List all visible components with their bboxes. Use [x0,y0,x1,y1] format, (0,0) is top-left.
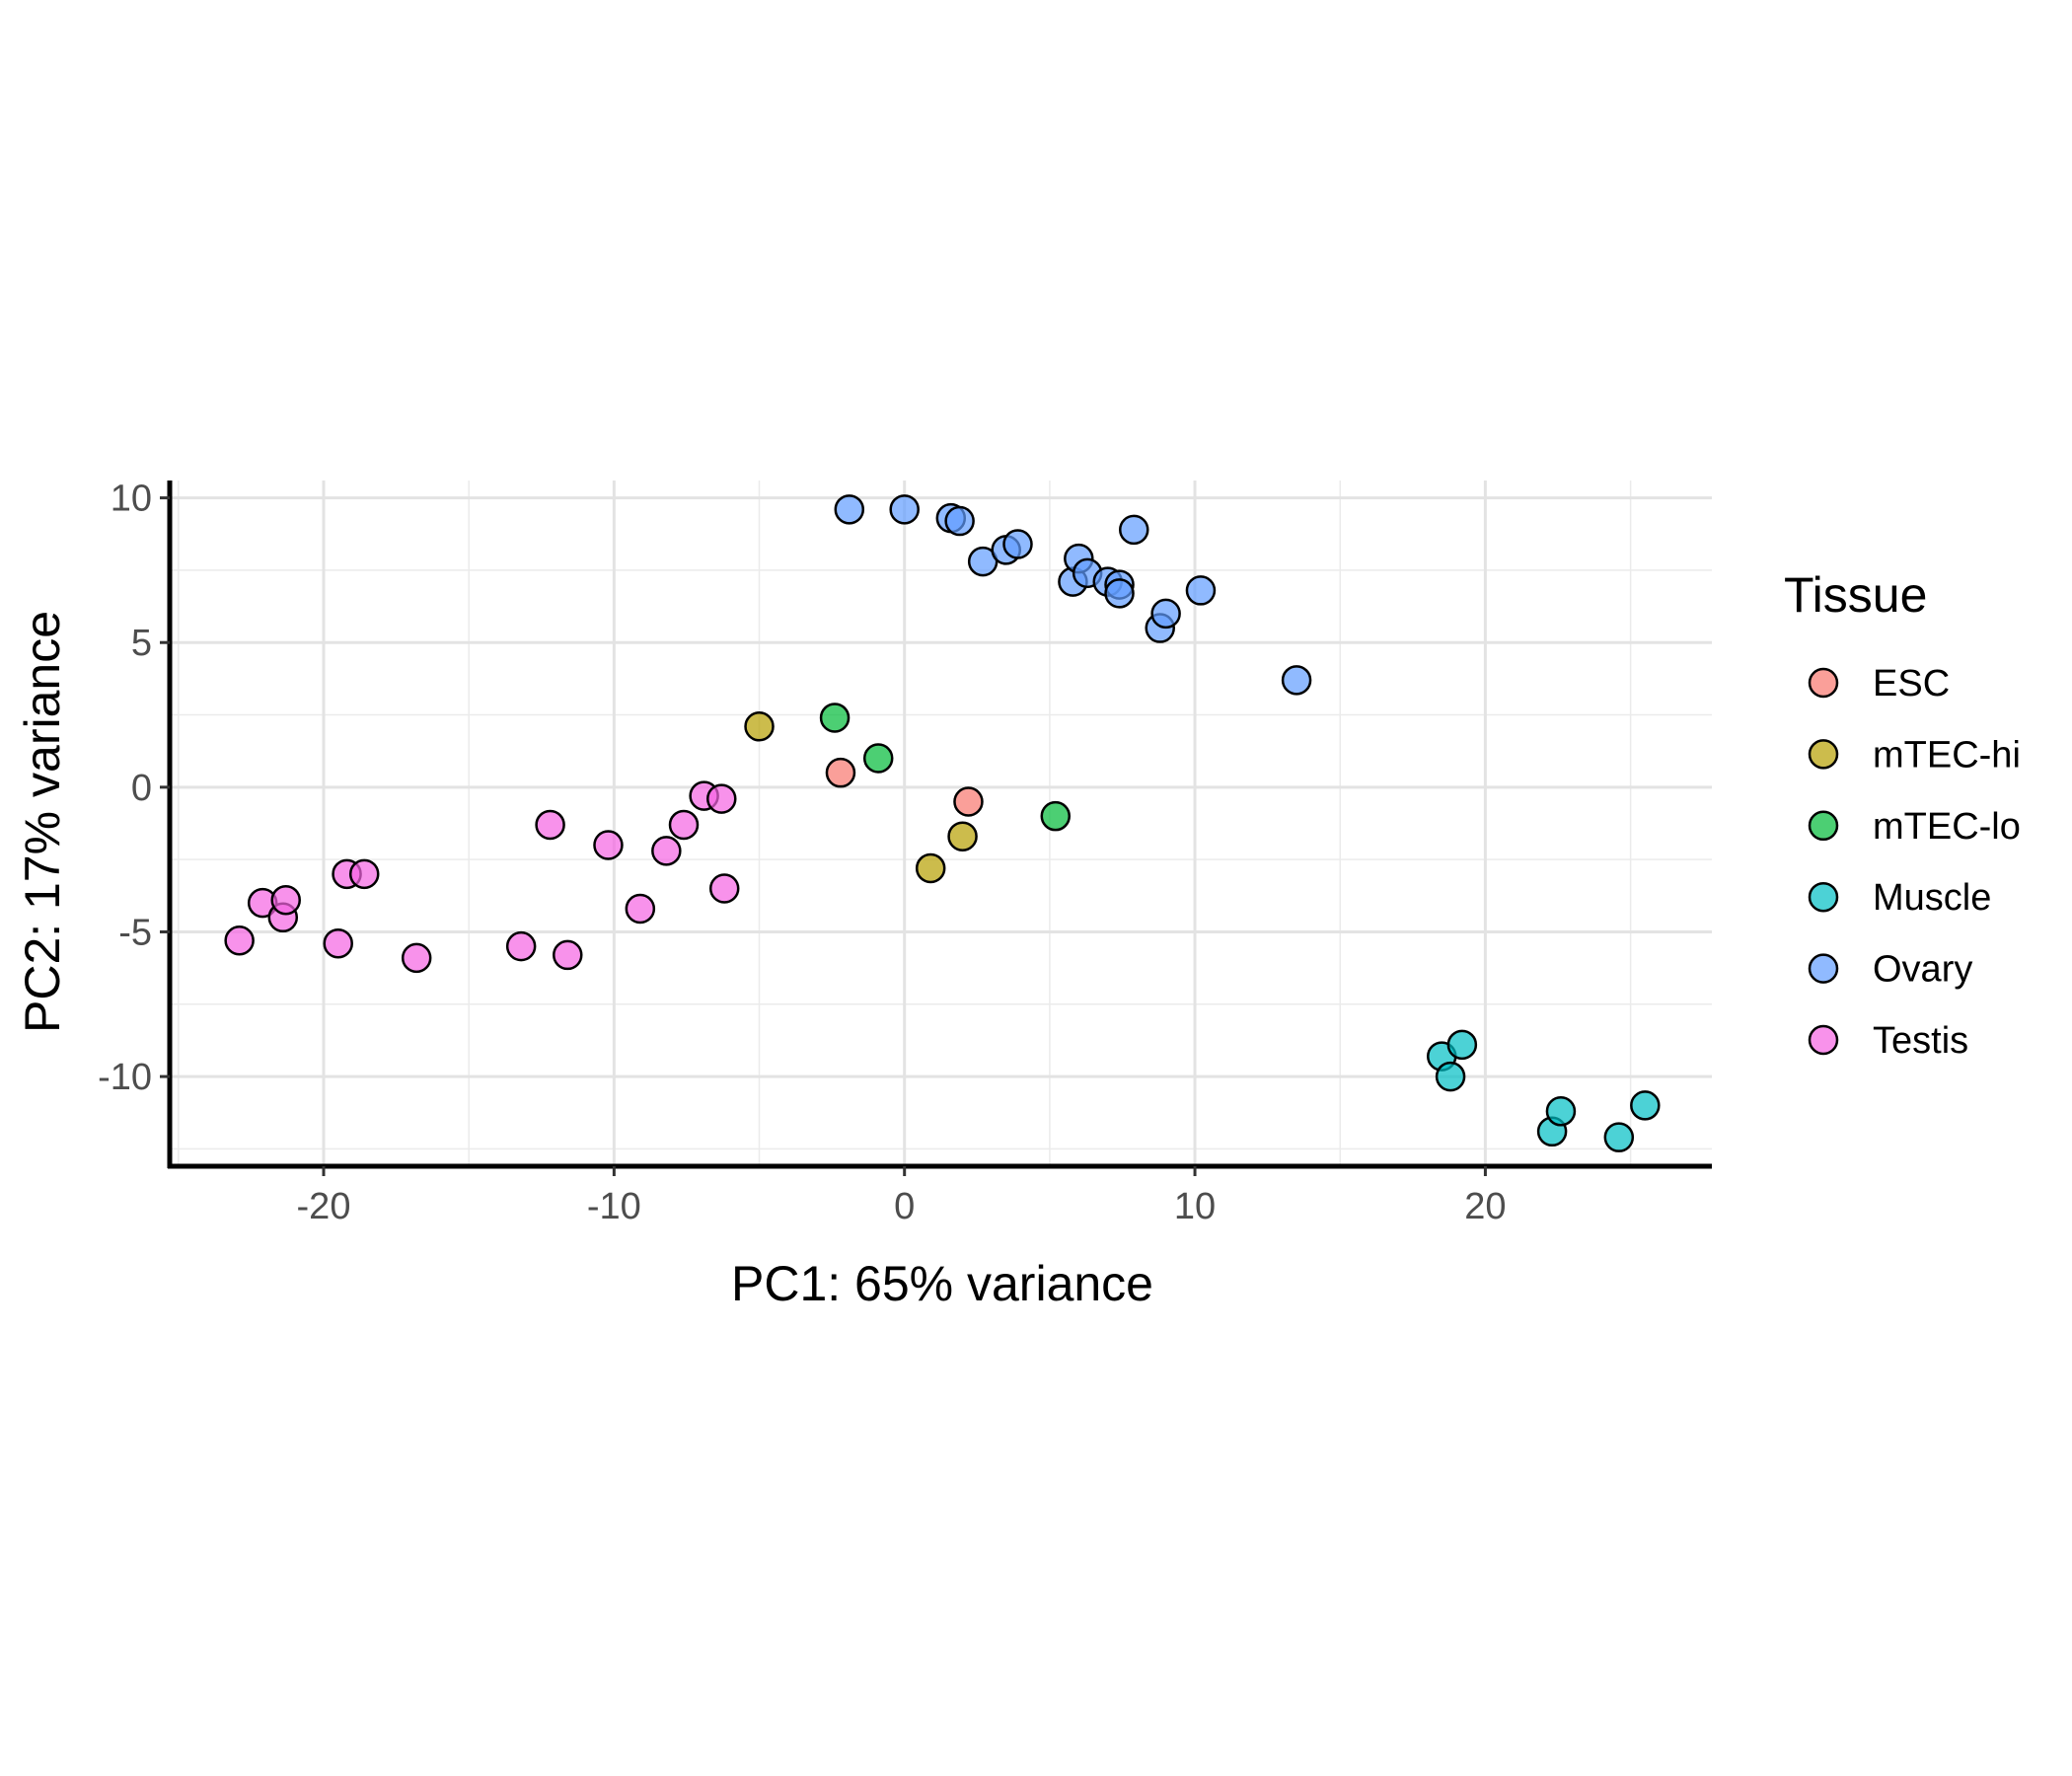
y-tick-label: -10 [98,1057,152,1098]
legend-label-mtec-lo: mTEC-lo [1873,806,2021,848]
data-point-ovary [1104,578,1135,609]
data-point-esc [825,757,856,788]
data-point-mtec-hi [947,821,978,851]
legend-key-esc [1808,667,1839,699]
data-point-testis [553,939,583,971]
data-point-muscle [1545,1096,1577,1127]
data-point-mtec-lo [862,743,894,774]
y-tick-label: -5 [118,912,152,953]
legend-key-muscle [1808,881,1839,913]
x-tick-label: 0 [894,1186,915,1227]
data-point-ovary [1150,598,1181,629]
legend-label-esc: ESC [1873,663,1950,704]
legend-label-testis: Testis [1873,1020,1968,1062]
legend-label-ovary: Ovary [1873,949,1972,991]
data-point-ovary [834,494,865,525]
data-point-testis [651,836,682,866]
x-tick-label: -10 [587,1186,641,1227]
legend: Tissue ESC mTEC-hi mTEC-lo Muscle Ovary Testi… [1784,567,2021,1062]
x-tick-label: 20 [1464,1186,1506,1227]
legend-key-testis [1808,1024,1839,1056]
data-point-testis [401,942,432,974]
y-tick-label: 5 [131,623,152,664]
data-point-muscle [1630,1090,1661,1121]
y-tick-label: 10 [111,479,152,520]
data-point-muscle [1603,1122,1635,1152]
x-tick-label: -20 [297,1186,351,1227]
legend-title: Tissue [1784,567,1927,623]
x-tick-label: 10 [1174,1186,1216,1227]
data-point-testis [668,809,700,841]
legend-key-mtec-lo [1808,810,1839,842]
y-tick-label: 0 [131,768,152,809]
data-point-esc [953,786,984,817]
data-points [224,494,1661,1152]
data-point-ovary [1002,529,1033,559]
data-point-ovary [1281,665,1312,696]
data-point-testis [505,930,537,962]
data-point-mtec-hi [744,711,775,742]
data-point-ovary [944,505,975,537]
data-point-testis [323,927,353,959]
data-point-mtec-hi [915,852,946,884]
tick-labels: -20 -10 0 10 20 10 5 0 -5 -10 [98,479,1506,1227]
data-point-testis [348,858,380,890]
data-point-ovary [1118,514,1149,546]
data-point-testis [708,873,740,904]
legend-key-ovary [1808,953,1839,984]
legend-label-mtec-hi: mTEC-hi [1873,734,2021,776]
data-point-testis [535,809,565,841]
data-point-testis [625,893,656,925]
data-point-muscle [1435,1061,1466,1092]
x-axis-title: PC1: 65% variance [731,1256,1153,1311]
data-point-mtec-lo [1040,800,1072,832]
grid-lines [170,481,1712,1166]
data-point-muscle [1446,1029,1478,1061]
data-point-mtec-lo [819,703,851,733]
data-point-testis [593,830,624,860]
data-point-ovary [1185,575,1217,606]
axes [167,481,1712,1169]
legend-label-muscle: Muscle [1873,877,1991,919]
data-point-ovary [889,494,920,525]
data-point-testis [706,783,737,814]
data-point-testis [224,925,255,956]
y-axis-title: PC2: 17% variance [15,611,70,1033]
data-point-testis [270,884,301,916]
legend-key-mtec-hi [1808,739,1839,770]
